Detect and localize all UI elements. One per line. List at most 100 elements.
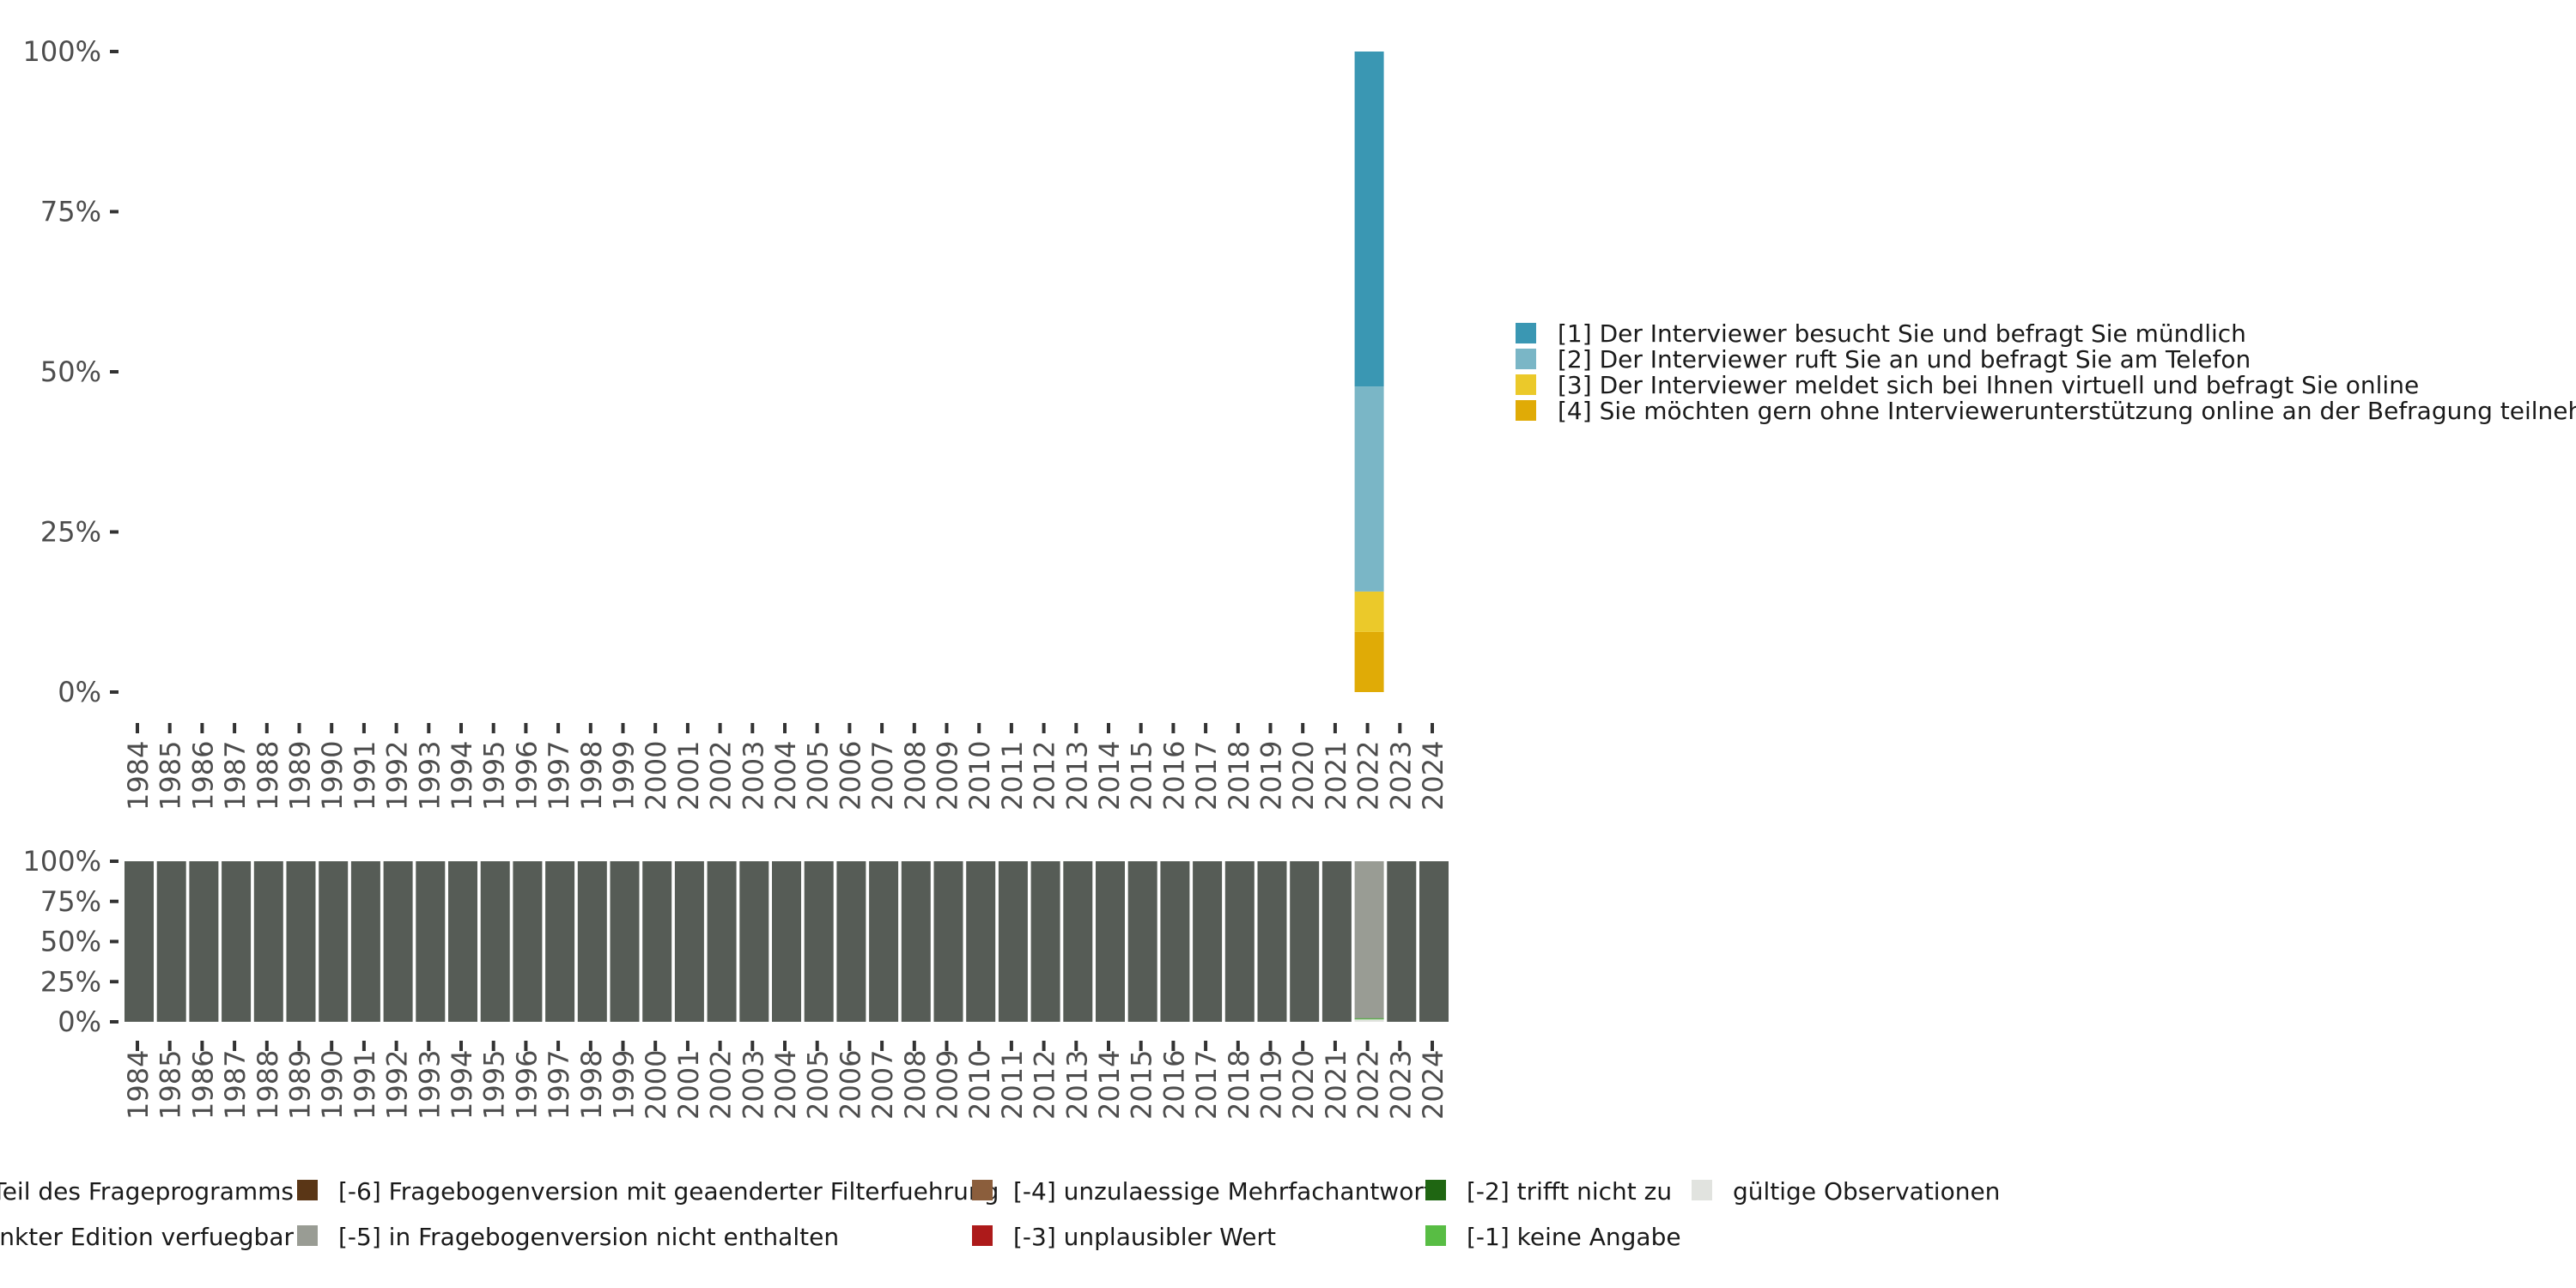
x-tick-label: 2022: [1352, 1050, 1385, 1120]
x-tick-label: 1999: [608, 1050, 641, 1120]
x-tick-label: 2014: [1093, 1050, 1126, 1120]
x-tick-label: 2019: [1255, 741, 1288, 811]
bar-1998: [577, 861, 607, 1022]
bar-1989: [286, 861, 316, 1022]
bar-segment-2: [1354, 386, 1384, 592]
legend-label: [-2] trifft nicht zu: [1467, 1177, 1672, 1206]
bottom-chart-panel: 0%25%50%75%100%1984 1985 1986 1987 1988 1989 1…: [23, 845, 1449, 1120]
bar-segment-2022-1: [1354, 1018, 1384, 1020]
bar-1988: [253, 861, 283, 1022]
x-tick-label: 1989: [284, 741, 317, 811]
bar-2021: [1321, 861, 1352, 1022]
x-tick-label: 2001: [672, 1050, 705, 1120]
bar-2011: [998, 861, 1028, 1022]
bar-1987: [222, 861, 252, 1022]
bar-2001: [674, 861, 704, 1022]
x-tick-label: 2017: [1190, 741, 1223, 811]
legend-swatch-2: [1516, 349, 1536, 369]
x-tick-label: 2006: [834, 741, 866, 811]
x-tick-label: 2006: [834, 1050, 866, 1120]
legend-swatch: [297, 1225, 318, 1246]
bar-2016: [1160, 861, 1190, 1022]
bar-2023: [1387, 861, 1417, 1022]
legend-label: [-8] Frage ist nicht Teil des Frageprogr…: [0, 1177, 294, 1206]
x-tick-label: 2017: [1190, 1050, 1223, 1120]
x-tick-label: 1987: [219, 1050, 252, 1120]
bar-2008: [901, 861, 931, 1022]
x-tick-label: 2010: [963, 1050, 996, 1120]
x-tick-label: 2024: [1417, 1050, 1449, 1120]
x-tick-label: 2007: [866, 741, 899, 811]
bar-segment-2022-3: [1354, 861, 1384, 1018]
y-tick-label: 100%: [23, 845, 101, 878]
x-tick-label: 1997: [543, 1050, 575, 1120]
x-tick-label: 1994: [446, 741, 478, 811]
x-tick-label: 2000: [640, 741, 672, 811]
x-tick-label: 2020: [1287, 741, 1320, 811]
bar-1985: [156, 861, 186, 1022]
x-tick-label: 2007: [866, 1050, 899, 1120]
x-tick-label: 2013: [1060, 741, 1093, 811]
y-tick-label: 75%: [40, 885, 101, 918]
x-tick-label: 2014: [1093, 741, 1126, 811]
x-tick-label: 1990: [316, 741, 349, 811]
legend-swatch: [1425, 1180, 1446, 1200]
x-tick-label: 2019: [1255, 1050, 1288, 1120]
bar-1994: [448, 861, 477, 1022]
legend-label: [-4] unzulaessige Mehrfachantwort: [1013, 1177, 1433, 1206]
bar-1986: [189, 861, 219, 1022]
x-tick-label: 2018: [1223, 741, 1255, 811]
x-tick-label: 2011: [996, 741, 1029, 811]
bar-1999: [610, 861, 640, 1022]
x-tick-label: 1987: [219, 741, 252, 811]
x-tick-label: 2010: [963, 741, 996, 811]
x-tick-label: 2016: [1157, 741, 1190, 811]
bar-1995: [480, 861, 510, 1022]
x-tick-label: 1985: [155, 1050, 187, 1120]
x-tick-label: 1991: [349, 1050, 381, 1120]
bar-2003: [739, 861, 769, 1022]
y-tick-label: 25%: [40, 965, 101, 998]
bar-segment-2022-2: [1354, 1018, 1384, 1019]
legend-swatch: [972, 1180, 993, 1200]
x-tick-label: 1986: [186, 741, 219, 811]
bar-1993: [416, 861, 446, 1022]
x-tick-label: 1984: [122, 1050, 155, 1120]
legend-label-4: [4] Sie möchten gern ohne Interviewerunt…: [1558, 397, 2576, 425]
x-tick-label: 2005: [802, 741, 835, 811]
x-tick-label: 2003: [737, 741, 769, 811]
x-tick-label: 1995: [478, 1050, 511, 1120]
bar-2020: [1290, 861, 1320, 1022]
bar-2018: [1224, 861, 1255, 1022]
x-tick-label: 1988: [252, 1050, 284, 1120]
y-tick-label: 25%: [40, 516, 101, 549]
legend-label: [-6] Fragebogenversion mit geaenderter F…: [338, 1177, 999, 1206]
x-tick-label: 2012: [1029, 1050, 1061, 1120]
legend-swatch: [297, 1180, 318, 1200]
bar-2006: [836, 861, 866, 1022]
bar-segment-3: [1354, 591, 1384, 632]
bar-segment-4: [1354, 631, 1384, 692]
y-tick-label: 100%: [23, 35, 101, 68]
bar-2007: [869, 861, 899, 1022]
x-tick-label: 2009: [932, 741, 964, 811]
legend-swatch-3: [1516, 374, 1536, 395]
legend-swatch: [1692, 1180, 1712, 1200]
bottom-legend: [-8] Frage ist nicht Teil des Frageprogr…: [0, 1177, 2000, 1251]
legend-swatch: [1425, 1225, 1446, 1246]
bar-2019: [1257, 861, 1287, 1022]
top-legend: [1] Der Interviewer besucht Sie und befr…: [1516, 319, 2576, 425]
x-tick-label: 1995: [478, 741, 511, 811]
x-tick-label: 2012: [1029, 741, 1061, 811]
legend-swatch-4: [1516, 400, 1536, 421]
legend-swatch: [972, 1225, 993, 1246]
x-tick-label: 2003: [737, 1050, 769, 1120]
x-tick-label: 2021: [1320, 1050, 1352, 1120]
legend-label-2: [2] Der Interviewer ruft Sie an und befr…: [1558, 345, 2251, 374]
x-tick-label: 1993: [413, 1050, 446, 1120]
x-tick-label: 2021: [1320, 741, 1352, 811]
bar-2012: [1030, 861, 1060, 1022]
y-tick-label: 50%: [40, 926, 101, 958]
x-tick-label: 1992: [381, 741, 414, 811]
legend-label: gültige Observationen: [1733, 1177, 2000, 1206]
